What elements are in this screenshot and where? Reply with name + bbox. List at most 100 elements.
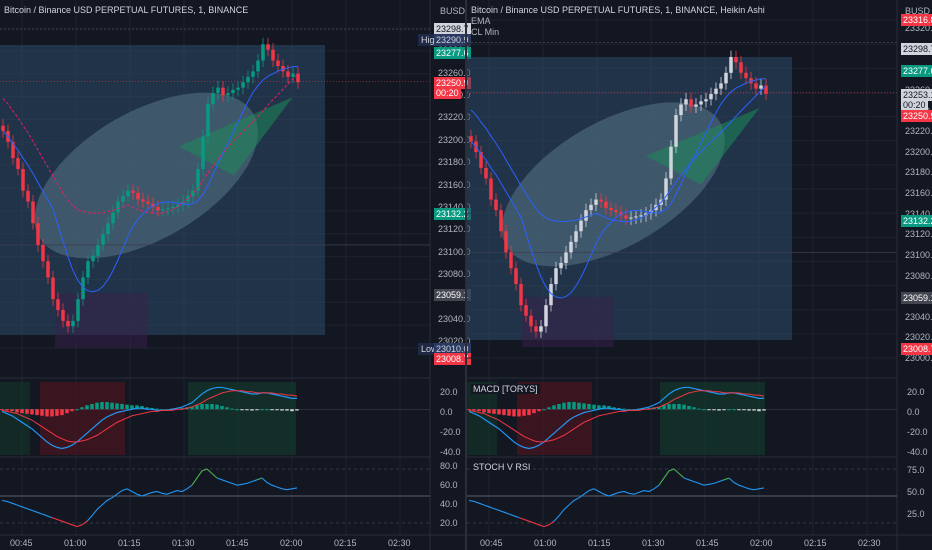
left-tag-277: 23277.6 — [434, 47, 471, 59]
right-macd-title[interactable]: MACD [TORYS] — [471, 384, 540, 394]
right-candle-body — [684, 99, 688, 105]
right-tag-008: 23008.7 — [901, 343, 932, 355]
right-stoch-title[interactable]: STOCH V RSI — [471, 462, 533, 472]
left-ema-slow-line — [2, 73, 299, 214]
right-candle-body — [559, 262, 563, 269]
left-macd-histogram-bar — [260, 409, 264, 411]
left-candle-body — [236, 87, 240, 90]
left-candle-body — [256, 60, 260, 72]
right-candle-body — [504, 231, 508, 253]
left-candle-body — [111, 212, 115, 224]
left-macd-axis-label: -40.0 — [440, 447, 461, 457]
right-candle-body — [554, 268, 558, 285]
right-candle-body — [604, 201, 608, 209]
left-rsi-axis-label: 80.0 — [440, 461, 458, 471]
left-candle-body — [191, 190, 195, 197]
right-price-axis-label: 23160.0 — [905, 188, 932, 198]
right-candle-body — [689, 99, 693, 107]
left-macd-histogram-bar — [145, 407, 149, 410]
right-rsi-line-segment — [468, 499, 520, 519]
right-time-axis-label: 02:15 — [804, 538, 827, 548]
left-candle-body — [76, 299, 80, 321]
right-candle-body — [494, 199, 498, 211]
right-candle-body — [469, 136, 473, 142]
left-macd-axis-label: 0.0 — [440, 407, 453, 417]
right-macd-histogram-bar — [572, 402, 576, 410]
right-macd-histogram-bar — [712, 409, 716, 411]
left-candle-body — [116, 201, 120, 213]
right-candle-body — [634, 216, 638, 218]
right-candle-body — [609, 208, 613, 211]
right-candle-body — [714, 88, 718, 94]
right-candle-body — [724, 72, 728, 84]
left-macd-histogram-bar — [110, 402, 114, 410]
left-macd-histogram-bar — [45, 409, 49, 417]
right-macd-histogram-bar — [507, 409, 511, 416]
right-tag-top: 23316.8 — [901, 14, 932, 26]
right-macd-histogram-bar — [517, 409, 521, 417]
left-candle-body — [91, 255, 95, 262]
left-rsi-axis-label: 60.0 — [440, 480, 458, 490]
right-candle-body — [534, 326, 538, 332]
right-last-price-tag: 23250.9 — [901, 110, 932, 122]
left-macd-histogram-bar — [0, 409, 4, 411]
left-candle-body — [36, 223, 40, 245]
left-low-value-tag: 23010.0 — [434, 343, 471, 355]
left-macd-histogram-bar — [115, 403, 119, 410]
right-macd-histogram-bar — [717, 409, 721, 411]
left-macd-histogram-bar — [180, 407, 184, 410]
right-macd-histogram-bar — [602, 405, 606, 410]
left-macd-line — [1, 386, 297, 450]
left-macd-bear-zone — [40, 382, 125, 455]
right-macd-histogram-bar — [537, 409, 541, 412]
left-macd-axis-label: -20.0 — [440, 427, 461, 437]
right-macd-histogram-bar — [682, 404, 686, 410]
left-currency-label: BUSD — [440, 6, 466, 16]
left-high-value-tag: 23290.9 — [434, 34, 471, 46]
left-candle-body — [296, 73, 300, 83]
right-price-axis-label: 23100.0 — [905, 249, 932, 260]
left-candle-body — [101, 234, 105, 245]
right-macd-histogram-bar — [752, 409, 756, 411]
right-macd-histogram-bar — [667, 404, 671, 410]
left-candle-body — [96, 244, 100, 256]
right-macd-histogram-bar — [687, 405, 691, 410]
right-macd-histogram-bar — [762, 409, 766, 411]
right-macd-histogram-bar — [707, 409, 711, 411]
left-macd-histogram-bar — [190, 406, 194, 410]
left-rsi-line-segment — [261, 477, 298, 491]
right-chart-panel: Bitcoin / Binance USD PERPETUAL FUTURES,… — [467, 0, 932, 550]
left-macd-histogram-bar — [245, 409, 249, 411]
left-price-axis-label: 23220.0 — [438, 112, 471, 123]
left-macd-histogram-bar — [205, 404, 209, 410]
right-macd-line — [468, 386, 764, 450]
right-candle-body — [539, 326, 543, 332]
right-candle-body — [754, 83, 758, 89]
right-time-axis-label: 01:30 — [642, 538, 665, 548]
right-candle-body — [639, 215, 643, 217]
left-last-price-tag: 23250.9 — [434, 77, 471, 89]
right-macd-axis-label: 20.0 — [907, 387, 925, 397]
left-macd-histogram-bar — [30, 409, 34, 415]
left-macd-histogram-bar — [25, 409, 29, 414]
right-macd-histogram-bar — [482, 409, 486, 413]
right-rsi-line-segment — [658, 468, 685, 486]
left-macd-histogram-bar — [35, 409, 39, 416]
left-macd-histogram-bar — [50, 409, 54, 417]
left-macd-histogram-bar — [125, 404, 129, 410]
right-macd-histogram-bar — [562, 402, 566, 410]
left-macd-histogram-bar — [225, 407, 229, 410]
panel-divider[interactable] — [465, 0, 467, 550]
left-chart-canvas[interactable] — [0, 0, 465, 550]
right-rsi-line-segment — [723, 477, 730, 481]
left-candle-body — [106, 223, 110, 235]
right-rsi-axis-label: 75.0 — [907, 465, 925, 475]
right-macd-histogram-bar — [547, 407, 551, 410]
left-candle-body — [146, 201, 150, 204]
right-legend-ema: EMA — [471, 16, 491, 26]
right-candle-body — [704, 99, 708, 102]
right-chart-canvas[interactable] — [467, 0, 932, 550]
right-time-axis-label: 02:00 — [750, 538, 773, 548]
right-price-axis-label: 23200.0 — [905, 146, 932, 157]
left-rsi-line-segment — [51, 517, 88, 528]
